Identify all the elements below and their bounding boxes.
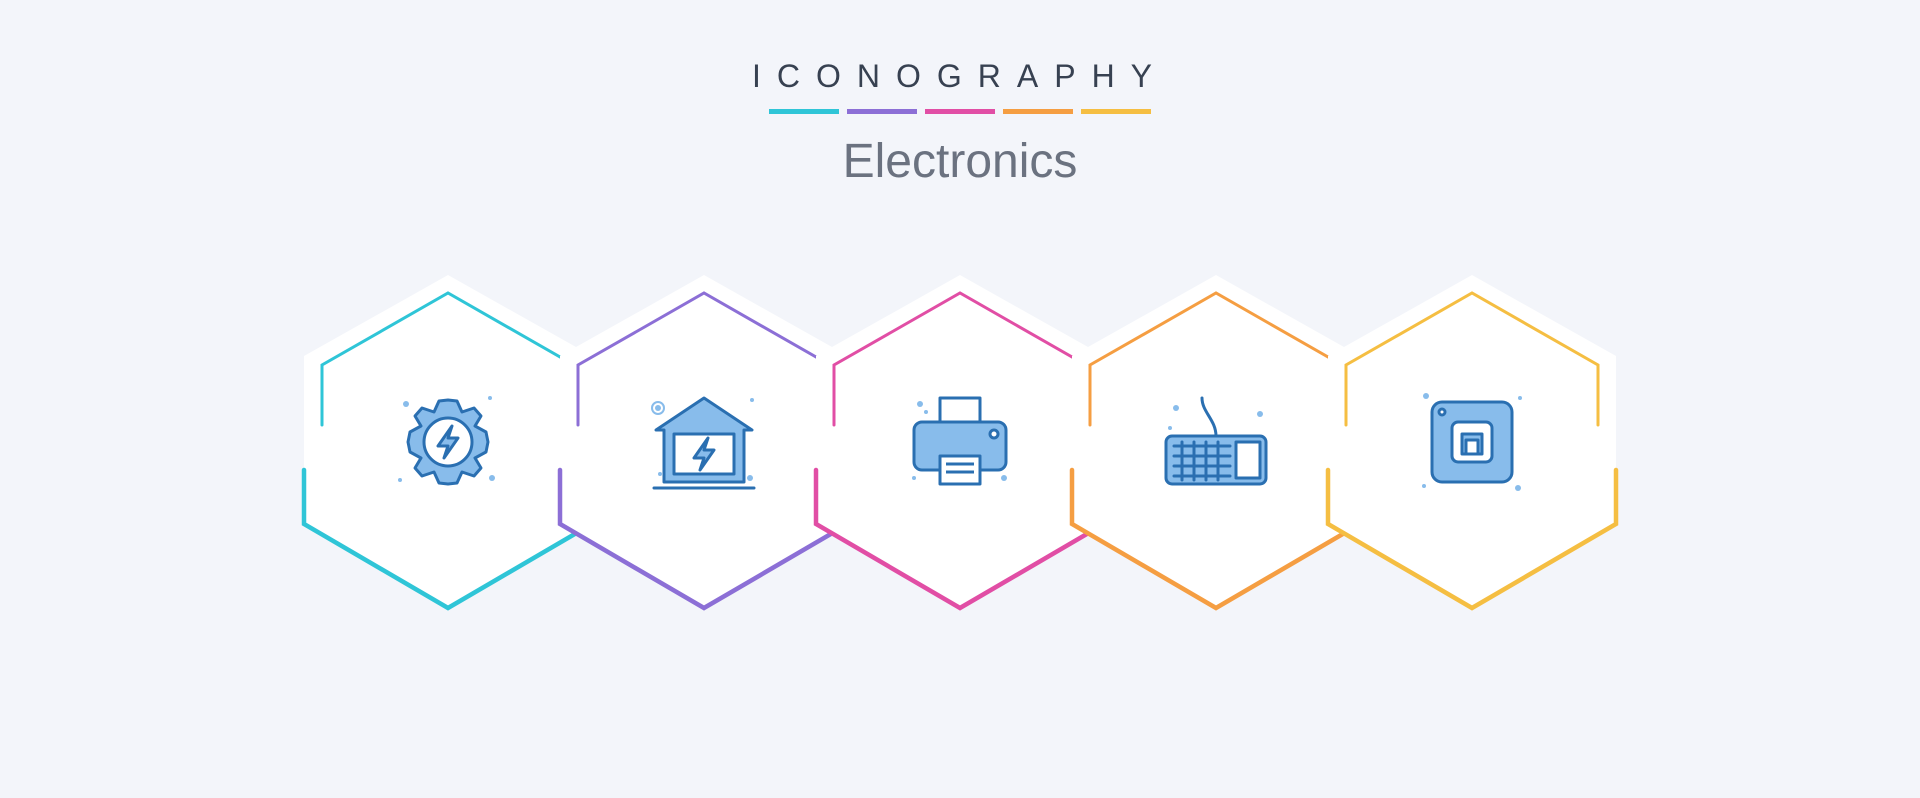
- hex-keyboard: [1066, 269, 1366, 615]
- hex-power-house: [554, 269, 854, 615]
- icon-row: [320, 269, 1600, 615]
- color-seg-3: [925, 109, 995, 114]
- color-bar-row: [752, 109, 1168, 114]
- color-seg-5: [1081, 109, 1151, 114]
- hex-printer: [810, 269, 1110, 615]
- color-seg-2: [847, 109, 917, 114]
- page-subtitle: Electronics: [752, 134, 1168, 189]
- house-lightning-icon: [640, 378, 768, 506]
- header: ICONOGRAPHY Electronics: [752, 58, 1168, 189]
- color-seg-1: [769, 109, 839, 114]
- keyboard-icon: [1152, 378, 1280, 506]
- gear-lightning-icon: [384, 378, 512, 506]
- hex-gear-power: [298, 269, 598, 615]
- printer-icon: [896, 378, 1024, 506]
- page-title: ICONOGRAPHY: [752, 58, 1168, 95]
- color-seg-4: [1003, 109, 1073, 114]
- chip-icon: [1408, 378, 1536, 506]
- hex-chip: [1322, 269, 1622, 615]
